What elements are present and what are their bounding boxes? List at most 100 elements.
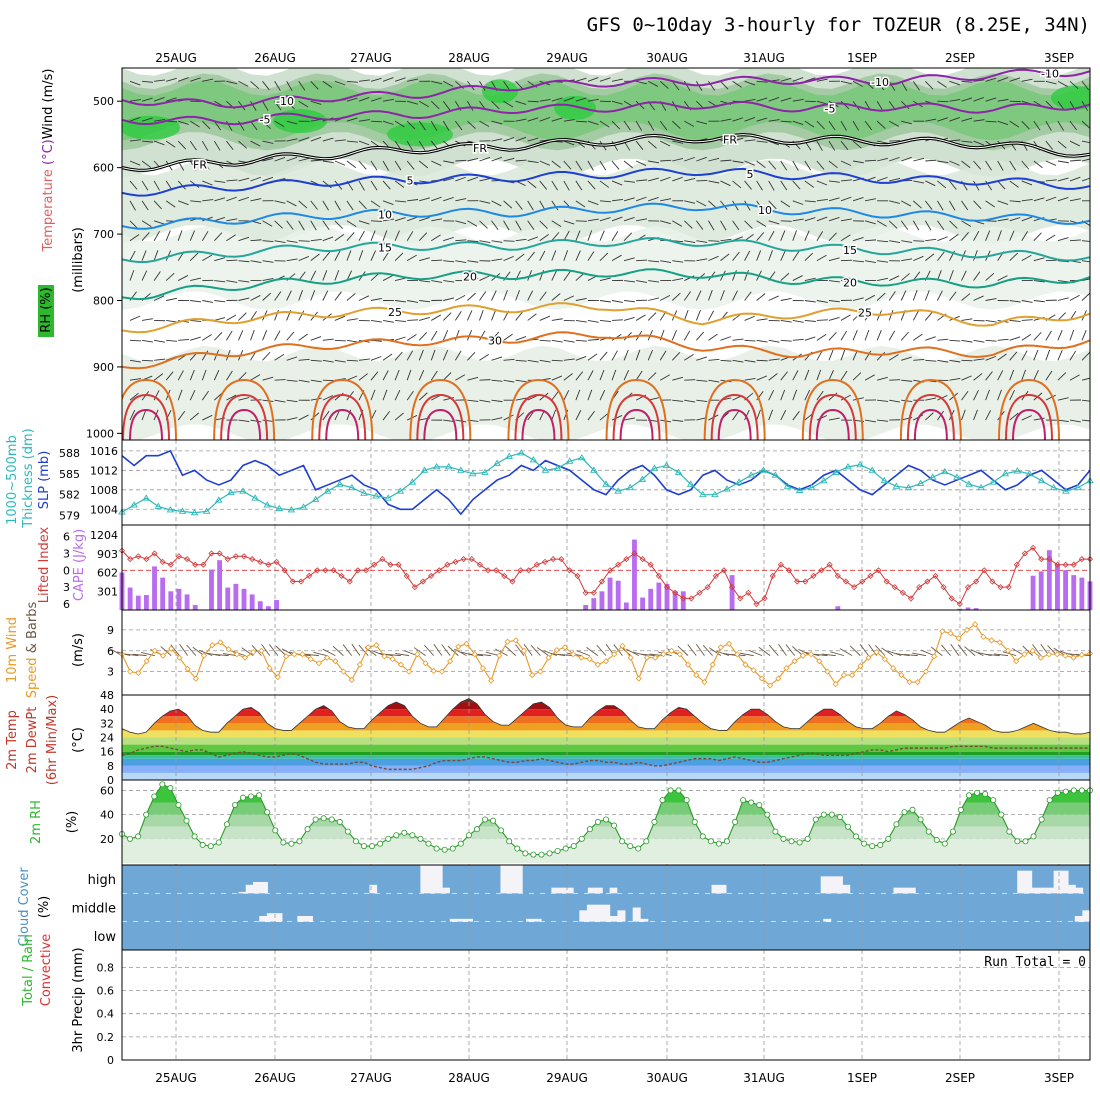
wind-barb [852,120,860,131]
wind-barb [382,251,390,261]
wind-barb [1069,350,1077,361]
wind-barb [491,290,497,301]
rh-high-patch [554,95,596,120]
wind-barb [286,156,298,162]
li-tick-label: 6 [63,531,70,544]
cloud-cell [245,884,254,894]
wind-barb [672,140,684,144]
isotherm-label: FR [193,158,207,171]
thickness-marker [469,469,477,477]
wind-barb-10m [395,652,410,657]
thickness-marker [202,507,211,514]
wind-barb [1009,77,1021,82]
rh-marker [659,797,666,804]
wind-barb [310,290,316,301]
wind-barb [852,140,862,149]
wind-barb [129,234,140,242]
bottom-date-label: 29AUG [546,1071,588,1085]
wind-barb-10m [447,645,459,656]
rh-marker [159,781,166,788]
top-date-label: 26AUG [254,51,296,65]
wind-barb [358,220,370,225]
wind-barb [804,120,815,128]
li-marker [135,553,142,560]
wind-barb [177,275,189,281]
wind-barb [696,179,708,182]
thickness-marker [892,482,901,489]
cape-bar [225,587,231,610]
wind-barb [708,333,718,341]
rh-marker [586,826,593,833]
wind-barb [949,80,960,86]
wind-barb-10m [875,645,886,656]
li-marker [753,600,760,608]
cape-axis-title: CAPE (J/kg) [72,529,87,601]
rh-marker [433,845,440,852]
wind-barb [792,319,804,323]
wind-barb-10m [515,644,525,656]
wind-barb [888,291,896,301]
rh-marker [853,833,860,840]
rh-marker [707,838,714,845]
rh-marker [441,846,448,853]
thickness-marker [190,508,199,516]
wind-barb [696,331,704,341]
axis-title-part: (m/s) [71,633,86,667]
wind-barb [1009,390,1015,401]
rh-marker [143,811,150,818]
wind-barb-10m [222,653,237,657]
li-marker [761,595,768,602]
rh-marker [199,841,206,848]
wind-barb [949,180,957,190]
wind-barb [467,176,478,182]
wind-barb [973,339,985,343]
wind-barb [840,160,852,166]
thickness-marker [239,487,247,494]
rh-marker [780,835,787,842]
li-marker [493,567,500,574]
wind-barb [720,359,732,362]
wind-tick-label: 9 [107,624,114,637]
axis-title-part: (6hr Min/Max) [45,695,60,785]
wind-speed-marker [832,681,839,688]
wind-barb [177,410,186,421]
wind-barb [756,97,768,102]
wind-barb [407,199,419,202]
li-marker [257,558,264,565]
wind-speed-marker [553,647,560,654]
wind-barb [479,330,486,341]
wind-barb [250,419,262,423]
li-marker [338,572,345,579]
rh-marker [385,835,392,842]
rh-marker [715,840,722,847]
wind-barb [961,375,972,381]
rh-marker [312,816,319,823]
slp-frame [121,439,1091,526]
wind-barb [587,218,599,222]
wind-barb [1057,140,1067,149]
rh-high-patch [482,79,518,104]
rh-marker [594,818,601,825]
wind-barb [865,159,877,162]
wind-speed-marker [791,658,798,665]
thickness-marker [989,478,997,485]
wind-barb [503,81,511,91]
y-tick-label: 1000 [86,427,114,440]
wind-barb [467,220,478,227]
wind-barb [129,180,138,190]
wind-barb [671,330,677,341]
wind-barb [1057,372,1067,381]
wind-barb [599,300,611,303]
wind-barb [262,176,274,182]
wind-barb [539,315,551,321]
wind-barb [744,291,752,301]
y-tick-label: 800 [93,295,114,308]
wind-barb [563,358,575,361]
wind-barb [322,160,334,163]
wind-barb-10m [1002,651,1017,657]
li-marker [151,550,158,557]
wind-barb [1057,80,1068,87]
wind-speed-marker [717,644,724,651]
wind-barb [828,120,836,131]
wind-barb-10m [977,652,992,657]
